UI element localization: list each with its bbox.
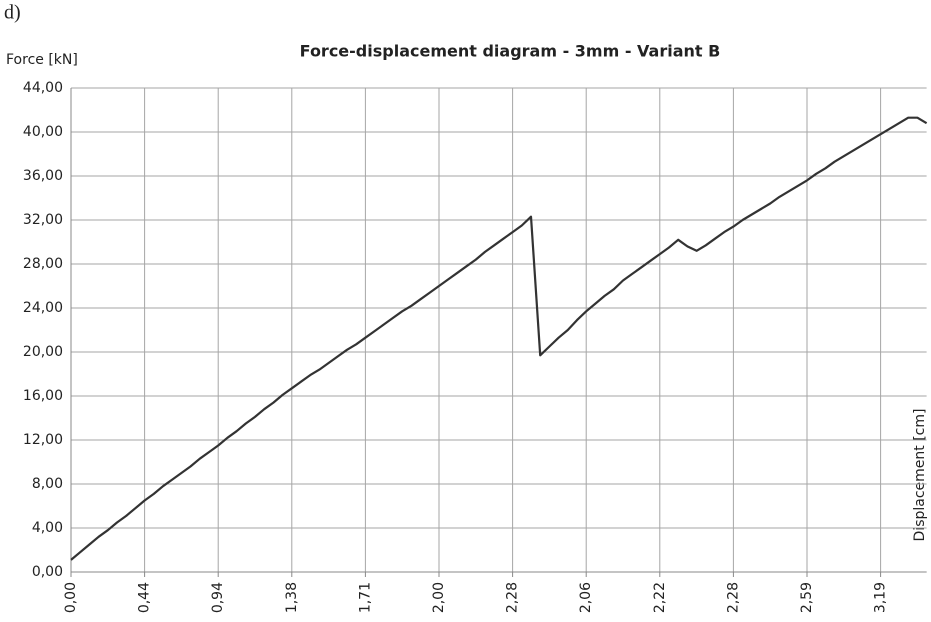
x-tick-label: 0,44 <box>137 582 153 613</box>
x-axis-title: Displacement [cm] <box>912 409 928 542</box>
y-tick-label: 24,00 <box>23 300 63 316</box>
chart-title: Force-displacement diagram - 3mm - Varia… <box>300 42 721 61</box>
y-tick-label: 44,00 <box>23 80 63 96</box>
x-tick-label: 2,59 <box>799 582 815 613</box>
x-tick-label: 3,19 <box>873 582 889 613</box>
y-tick-label: 0,00 <box>32 564 63 580</box>
y-tick-label: 4,00 <box>32 520 63 536</box>
x-tick-label: 2,06 <box>578 582 594 613</box>
x-tick-label: 0,00 <box>63 582 79 613</box>
y-tick-label: 8,00 <box>32 476 63 492</box>
x-tick-label: 2,28 <box>505 582 521 613</box>
y-tick-label: 16,00 <box>23 388 63 404</box>
y-tick-label: 40,00 <box>23 124 63 140</box>
x-tick-label: 2,28 <box>725 582 741 613</box>
x-tick-label: 1,38 <box>284 582 300 613</box>
y-axis-title: Force [kN] <box>6 52 78 68</box>
y-tick-label: 36,00 <box>23 168 63 184</box>
panel-label: d) <box>4 2 21 24</box>
x-tick-label: 1,71 <box>357 582 373 613</box>
data-line <box>70 116 928 561</box>
y-tick-label: 32,00 <box>23 212 63 228</box>
y-tick-label: 20,00 <box>23 344 63 360</box>
x-tick-label: 2,22 <box>652 582 668 613</box>
x-tick-label: 0,94 <box>210 582 226 613</box>
y-tick-label: 28,00 <box>23 256 63 272</box>
x-tick-label: 2,00 <box>431 582 447 613</box>
y-tick-label: 12,00 <box>23 432 63 448</box>
